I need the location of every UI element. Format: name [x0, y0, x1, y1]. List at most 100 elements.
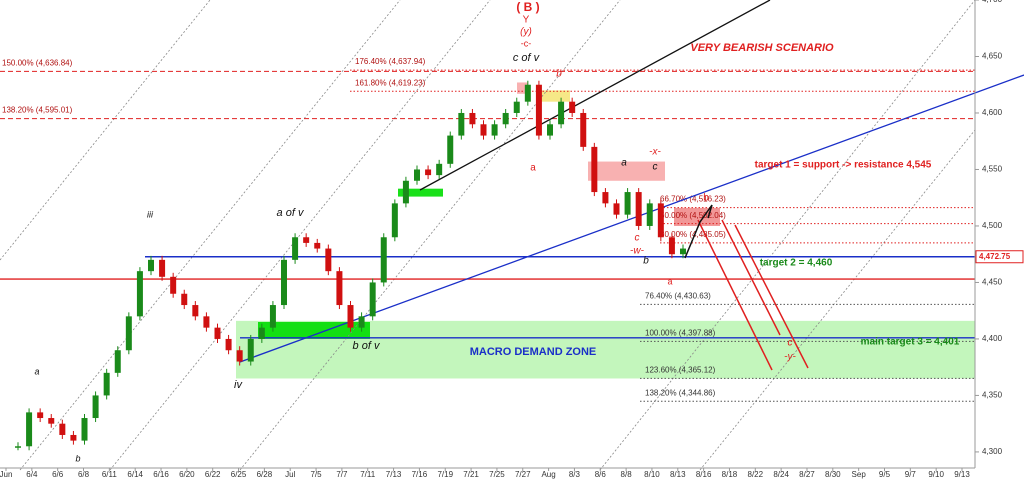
annotation: main target 3 = 4,401	[861, 337, 960, 348]
candle	[513, 101, 520, 113]
projection-path	[684, 204, 713, 259]
x-tick-label: Sep	[852, 470, 867, 479]
annotation: target 2 = 4,460	[760, 258, 833, 269]
candle	[125, 316, 132, 351]
x-tick-label: 6/6	[52, 470, 64, 479]
x-tick-label: 6/20	[179, 470, 195, 479]
x-tick-label: 7/13	[386, 470, 402, 479]
x-tick-label: Aug	[541, 470, 555, 479]
y-tick-label: 4,400	[982, 334, 1003, 343]
x-tick-label: 7/21	[463, 470, 479, 479]
annotation: c	[653, 162, 658, 173]
candle	[602, 192, 609, 204]
x-tick-label: 9/13	[954, 470, 970, 479]
candle	[336, 271, 343, 306]
annotation: b	[75, 453, 80, 463]
zone	[588, 161, 665, 181]
level-label: 50.00% (4,502.04)	[660, 211, 726, 220]
candle	[59, 423, 66, 435]
zone	[538, 90, 570, 102]
trend-line	[419, 0, 771, 191]
annotation: a	[530, 163, 536, 174]
projection-line	[697, 219, 773, 371]
candle	[613, 203, 620, 215]
candle	[192, 305, 199, 317]
candle	[225, 338, 232, 351]
annotation: c	[788, 338, 793, 349]
x-tick-label: 8/24	[773, 470, 789, 479]
candle	[325, 248, 332, 272]
x-tick-label: 8/8	[621, 470, 633, 479]
x-tick-label: 6/8	[78, 470, 90, 479]
x-tick-label: 8/18	[722, 470, 738, 479]
candle	[314, 242, 321, 249]
level-label: 138.20% (4,595.01)	[2, 106, 73, 115]
y-tick-label: 4,550	[982, 165, 1003, 174]
y-tick-label: 4,500	[982, 221, 1003, 230]
x-tick-label: 6/28	[257, 470, 273, 479]
candle	[425, 169, 432, 176]
candle	[680, 248, 686, 255]
level-label: 76.40% (4,430.63)	[645, 291, 711, 300]
zone	[674, 207, 720, 226]
candle	[103, 372, 110, 396]
annotation: b of v	[353, 340, 381, 352]
candle	[480, 124, 487, 136]
candle	[469, 112, 476, 125]
x-tick-label: 8/3	[569, 470, 581, 479]
x-tick-label: 8/22	[748, 470, 764, 479]
level-label: 66.70% (4,516.23)	[660, 195, 726, 204]
candle	[159, 259, 166, 277]
annotation: b	[556, 69, 562, 80]
candle	[369, 282, 376, 317]
x-tick-label: 8/27	[799, 470, 815, 479]
annotation: iii	[147, 209, 154, 219]
level-label: 123.60% (4,365.12)	[645, 365, 716, 374]
candle	[458, 112, 465, 136]
annotation: a of v	[277, 207, 305, 219]
channel-line	[109, 0, 491, 471]
zone	[258, 321, 370, 339]
x-tick-label: 8/13	[670, 470, 686, 479]
annotations: ( B )Y(y)-c-c of v VERY BEARISH SCENARIO b…	[34, 0, 959, 463]
candle	[591, 146, 598, 193]
candle	[269, 305, 276, 328]
x-tick-label: 7/5	[310, 470, 322, 479]
x-tick-label: 6/14	[127, 470, 143, 479]
candle	[447, 135, 454, 164]
candle	[558, 101, 565, 125]
candle	[569, 101, 576, 113]
x-tick-label: 7/7	[336, 470, 348, 479]
candle	[380, 237, 387, 283]
level-label: 176.40% (4,637.94)	[355, 57, 426, 66]
candle	[92, 395, 99, 419]
annotation: target 1 = support -> resistance 4,545	[755, 160, 932, 171]
channel-line	[699, 129, 976, 471]
candle	[303, 237, 310, 243]
candles	[15, 80, 686, 451]
y-tick-label: 4,700	[982, 0, 1003, 4]
candle	[247, 338, 254, 362]
x-tick-label: 7/27	[515, 470, 531, 479]
channel-line	[239, 0, 621, 471]
candle	[646, 203, 653, 226]
zone	[517, 82, 528, 94]
axes: 4,300 4,350 4,400 4,450 4,500 4,550 4,600 4,650…	[0, 0, 1003, 479]
annotation: (y)	[520, 27, 532, 38]
x-tick-label: 6/11	[102, 470, 118, 479]
candle	[181, 293, 188, 306]
candle	[580, 112, 587, 147]
annotation: MACRO DEMAND ZONE	[470, 346, 597, 358]
level-label: 150.00% (4,636.84)	[2, 58, 73, 67]
candle	[48, 418, 55, 424]
y-tick-label: 4,600	[982, 108, 1003, 117]
x-tick-label: Jul	[285, 470, 295, 479]
level-label: 161.80% (4,619.23)	[355, 78, 426, 87]
candle	[170, 276, 177, 294]
annotation: -y-	[784, 352, 796, 363]
candle	[635, 192, 642, 226]
candle	[26, 412, 33, 447]
x-tick-label: 8/6	[595, 470, 607, 479]
level-label: 100.00% (4,397.88)	[645, 328, 716, 337]
